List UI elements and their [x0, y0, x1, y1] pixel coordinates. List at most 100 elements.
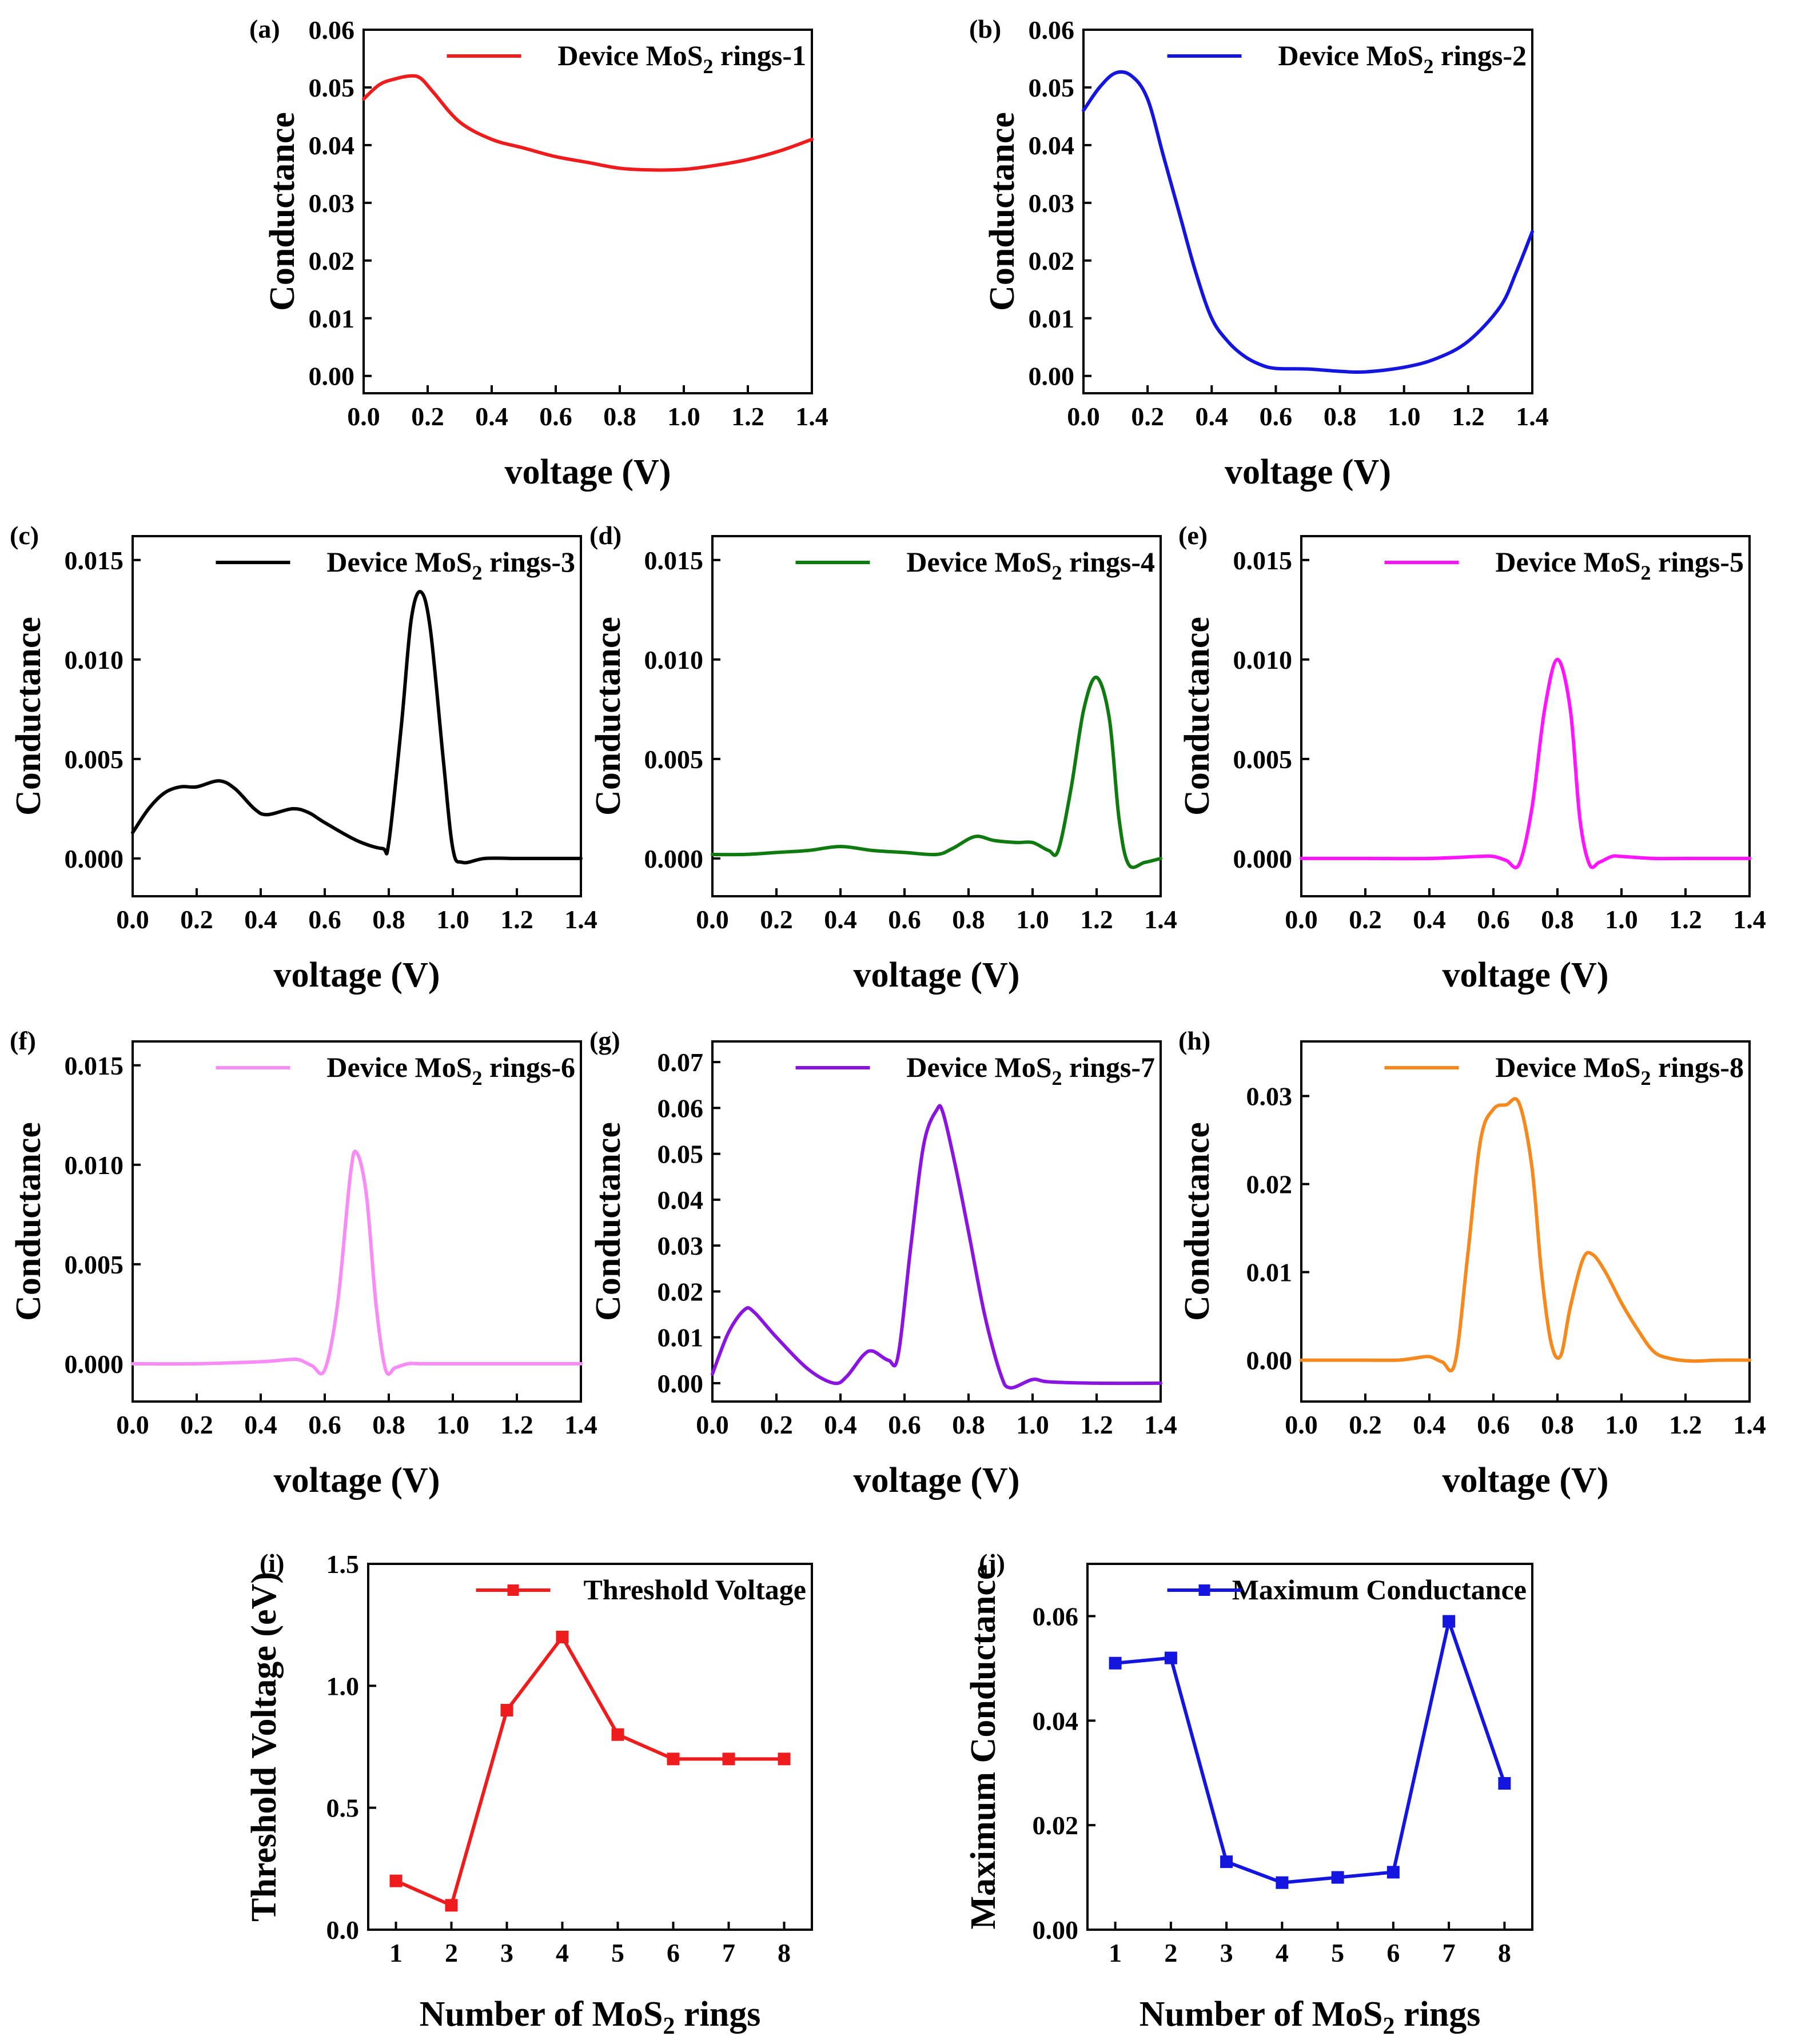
y-axis-label: Maximum Conductance	[964, 1564, 1003, 1930]
x-tick-label: 1.0	[436, 905, 469, 934]
x-tick-label: 0.2	[760, 1410, 793, 1439]
legend-label-main: Device MoS	[1495, 1051, 1640, 1083]
series-line	[1300, 1097, 1751, 1373]
y-tick-label: 0.00	[1029, 362, 1075, 391]
legend-marker	[1198, 1584, 1210, 1596]
y-axis-label: Conductance	[263, 112, 302, 311]
x-tick-label: 0.6	[308, 1410, 341, 1439]
y-tick-label: 0.0	[326, 1915, 360, 1945]
y-tick-label: 0.02	[309, 246, 355, 276]
x-tick-label: 0.0	[116, 905, 149, 934]
y-tick-label: 0.01	[1246, 1258, 1293, 1287]
y-tick-label: 0.010	[65, 1151, 124, 1180]
x-tick-label: 0.4	[824, 1410, 857, 1439]
y-tick-label: 0.5	[326, 1794, 360, 1823]
y-axis: 0.00 0.01 0.02 0.03 0.04 0.05 0.06	[1029, 15, 1091, 391]
legend-label-main: Device MoS	[557, 39, 703, 71]
x-axis-label: voltage (V)	[854, 1461, 1020, 1500]
chart-g: 0.0 0.2 0.4 0.6 0.8 1.0 1.2 1.4 0.00 0.01 0.02 0.03…	[589, 1026, 1177, 1500]
legend-label-suffix: rings-4	[1062, 546, 1156, 578]
legend-label-suffix: rings-6	[483, 1051, 576, 1083]
series-line	[711, 676, 1162, 869]
x-tick-label: 0.2	[411, 402, 444, 431]
x-tick-label: 0.8	[372, 905, 405, 934]
x-axis: 1 2 3 4 5 6 7 8	[389, 1922, 791, 1967]
x-tick-label: 0.4	[475, 402, 508, 431]
x-tick-label: 1.0	[1016, 1410, 1049, 1439]
y-tick-label: 0.03	[1029, 189, 1075, 218]
plot-frame	[367, 1563, 813, 1931]
y-tick-label: 0.000	[65, 1350, 124, 1379]
panel-label: (i)	[260, 1548, 284, 1578]
data-point	[1498, 1777, 1511, 1790]
x-tick-label: 0.2	[1349, 905, 1382, 934]
series-line	[131, 1149, 583, 1376]
panel-label: (d)	[589, 521, 621, 550]
x-tick-label: 0.2	[760, 905, 793, 934]
data-point	[1220, 1855, 1233, 1869]
x-tick-label: 1.2	[1080, 905, 1113, 934]
x-axis-label: voltage (V)	[854, 956, 1020, 995]
x-tick-label: 0.4	[824, 905, 857, 934]
y-tick-label: 0.015	[65, 1051, 124, 1080]
y-tick-label: 0.06	[1033, 1602, 1079, 1631]
data-point	[1331, 1871, 1344, 1884]
x-tick-label: 0.0	[696, 905, 729, 934]
legend-label-main: Device MoS	[906, 1051, 1051, 1083]
x-tick-label: 1.4	[1144, 1410, 1177, 1439]
y-tick-label: 0.00	[1246, 1346, 1293, 1375]
y-tick-label: 0.010	[644, 645, 704, 674]
x-tick-label: 0.2	[180, 905, 213, 934]
legend-label: Device MoS2 rings-5	[1495, 546, 1744, 584]
x-tick-label: 0.8	[1324, 402, 1357, 431]
x-tick-label: 1.4	[1144, 905, 1177, 934]
plot-frame	[711, 1040, 1162, 1403]
y-axis-label: Threshold Voltage (eV)	[245, 1572, 284, 1922]
y-tick-label: 0.000	[65, 844, 124, 873]
legend: Device MoS2 rings-6	[216, 1051, 576, 1089]
data-point	[500, 1704, 513, 1716]
x-tick-label: 0.4	[1413, 905, 1446, 934]
legend-label-main: Device MoS	[326, 1051, 472, 1083]
y-axis: 0.000 0.005 0.010 0.015	[65, 1051, 141, 1379]
x-tick-label: 0.6	[1260, 402, 1293, 431]
y-tick-label: 0.02	[1246, 1170, 1293, 1199]
x-axis-label-subscript: 2	[1383, 2013, 1395, 2039]
x-tick-label: 1.4	[1733, 905, 1766, 934]
y-axis-label: Conductance	[1178, 1122, 1217, 1321]
series-line	[362, 74, 814, 172]
x-tick-label: 8	[778, 1938, 791, 1967]
x-tick-label: 0.0	[116, 1410, 149, 1439]
x-tick-label: 0.6	[1477, 905, 1510, 934]
y-axis: 0.00 0.02 0.04 0.06	[1033, 1602, 1095, 1945]
legend: Maximum Conductance	[1167, 1574, 1527, 1606]
x-tick-label: 0.0	[1285, 1410, 1318, 1439]
legend-label-subscript: 2	[1641, 1067, 1651, 1089]
panel-label: (j)	[979, 1548, 1005, 1578]
y-tick-label: 0.015	[644, 546, 704, 575]
y-tick-label: 0.03	[309, 189, 355, 218]
y-tick-label: 0.01	[658, 1323, 704, 1352]
legend-label-subscript: 2	[1052, 1067, 1062, 1089]
legend-label: Threshold Voltage	[584, 1574, 806, 1606]
legend-label-suffix: rings-2	[1434, 39, 1527, 71]
plot-frame	[1300, 535, 1751, 897]
y-axis: 0.00 0.01 0.02 0.03 0.04 0.05 0.06	[309, 15, 372, 391]
data-point	[445, 1899, 458, 1912]
x-tick-label: 0.8	[952, 905, 985, 934]
legend: Device MoS2 rings-5	[1384, 546, 1744, 584]
x-tick-label: 1.4	[1733, 1410, 1766, 1439]
panel-label: (a)	[249, 14, 280, 43]
x-tick-label: 0.0	[696, 1410, 729, 1439]
legend-label-suffix: rings-7	[1062, 1051, 1156, 1083]
y-axis: 0.000 0.005 0.010 0.015	[1233, 546, 1309, 873]
x-tick-label: 6	[667, 1938, 680, 1967]
x-tick-label: 0.8	[372, 1410, 405, 1439]
series-line	[1300, 657, 1751, 869]
x-tick-label: 7	[722, 1938, 735, 1967]
plot-frame	[132, 1040, 582, 1403]
y-axis-label: Conductance	[1178, 617, 1217, 816]
x-tick-label: 1.2	[500, 905, 533, 934]
y-axis: 0.00 0.01 0.02 0.03	[1246, 1082, 1309, 1375]
y-tick-label: 0.05	[309, 73, 355, 102]
